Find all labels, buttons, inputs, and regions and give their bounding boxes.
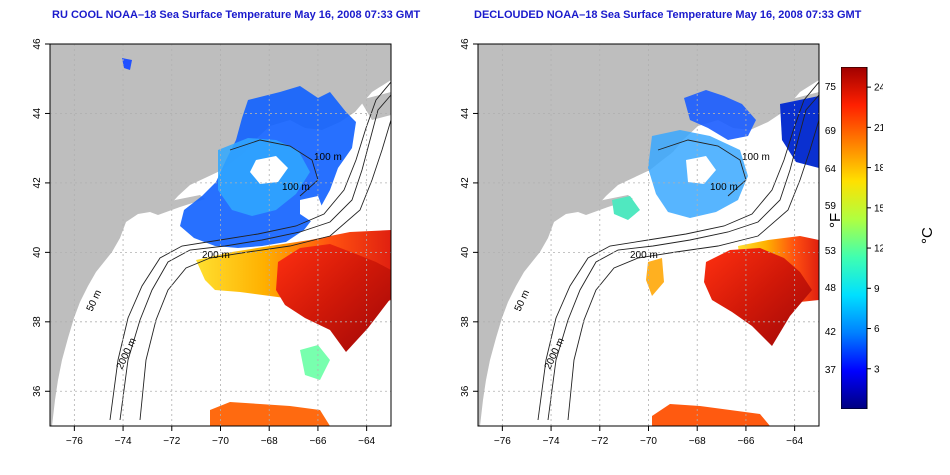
cloud-patch — [122, 58, 132, 70]
x-tick-label: −76 — [66, 436, 83, 447]
contour-label-200m: 200 m — [630, 250, 658, 261]
celsius-tick-label: 18 — [874, 163, 883, 174]
temperature-colorbar: 24 21 18 15 12 9 6 3 — [841, 67, 883, 409]
fahrenheit-tick-label: 53 — [824, 245, 836, 257]
y-tick-label: 44 — [32, 107, 43, 119]
contour-label-100m-a: 100 m — [314, 152, 342, 163]
celsius-label: °C — [919, 227, 936, 244]
y-tick-label: 42 — [460, 177, 471, 189]
x-tick-label: −64 — [358, 436, 375, 447]
x-tick-label: −74 — [115, 436, 132, 447]
contour-label-100m-b: 100 m — [282, 182, 310, 193]
left-map-panel: 100 m 100 m 200 m 50 m 2000 m −76 −74 −72−… — [32, 38, 392, 447]
x-tick-label: −70 — [212, 436, 229, 447]
warm-core-eddy — [276, 244, 391, 352]
fahrenheit-tick-label: 64 — [824, 163, 836, 175]
celsius-tick-label: 24 — [874, 83, 883, 94]
y-tick-label: 42 — [32, 177, 43, 189]
fahrenheit-tick-label: 59 — [824, 200, 836, 212]
fahrenheit-tick-label: 37 — [824, 364, 836, 376]
x-tick-label: −66 — [737, 436, 754, 447]
left-map-y-axis: 46 44 42 40 38 36 — [32, 38, 50, 397]
right-map-panel: 100 m 100 m 200 m 50 m 2000 m −76 −74 −72−… — [460, 38, 820, 447]
fahrenheit-tick-label: 75 — [824, 81, 836, 93]
celsius-tick-label: 9 — [874, 284, 880, 295]
fahrenheit-tick-label: 48 — [824, 282, 836, 294]
y-tick-label: 36 — [32, 385, 43, 397]
fahrenheit-label: °F — [827, 212, 844, 228]
north-america-landmass — [478, 44, 819, 426]
left-map-title: RU COOL NOAA–18 Sea Surface Temperature … — [52, 9, 421, 21]
nova-scotia — [360, 92, 391, 120]
y-tick-label: 40 — [460, 246, 471, 258]
fahrenheit-tick-label: 69 — [824, 126, 836, 138]
x-tick-label: −72 — [163, 436, 180, 447]
celsius-tick-label: 15 — [874, 203, 883, 214]
y-tick-label: 36 — [460, 385, 471, 397]
contour-label-100m-a: 100 m — [742, 152, 770, 163]
x-tick-label: −64 — [786, 436, 803, 447]
celsius-tick-label: 12 — [874, 244, 883, 255]
x-tick-label: −74 — [543, 436, 560, 447]
celsius-tick-label: 21 — [874, 123, 883, 134]
sst-warm-south — [652, 404, 770, 426]
sst-warm-south — [210, 402, 330, 426]
x-tick-label: −70 — [640, 436, 657, 447]
left-map-x-axis: −76 −74 −72 −70 −68 −66 −64 — [66, 426, 376, 447]
y-tick-label: 46 — [32, 38, 43, 50]
x-tick-label: −66 — [309, 436, 326, 447]
right-map-title: DECLOUDED NOAA–18 Sea Surface Temperatur… — [474, 9, 862, 21]
contour-label-200m: 200 m — [202, 250, 230, 261]
y-tick-label: 46 — [460, 38, 471, 50]
fahrenheit-tick-label: 42 — [824, 327, 836, 339]
long-island — [150, 195, 205, 215]
bathymetry-contours — [109, 81, 391, 421]
bathymetry-contours — [537, 81, 819, 421]
x-tick-label: −68 — [689, 436, 706, 447]
y-tick-label: 38 — [460, 316, 471, 328]
cloud-gap — [686, 156, 716, 184]
y-tick-label: 44 — [460, 107, 471, 119]
sst-cool-water — [684, 90, 756, 140]
sst-green-patch — [612, 196, 640, 220]
sst-warm-fragment — [646, 258, 664, 296]
sst-green-patch — [300, 345, 330, 380]
north-america-landmass — [50, 44, 391, 426]
y-tick-label: 38 — [32, 316, 43, 328]
right-map-y-axis: 46 44 42 40 38 36 — [460, 38, 478, 397]
colorbar-gradient — [841, 67, 868, 409]
x-tick-label: −72 — [591, 436, 608, 447]
right-map-x-axis: −76 −74 −72 −70 −68 −66 −64 — [494, 426, 804, 447]
x-tick-label: −76 — [494, 436, 511, 447]
celsius-tick-label: 3 — [874, 364, 880, 375]
x-tick-label: −68 — [261, 436, 278, 447]
celsius-tick-label: 6 — [874, 324, 880, 335]
sst-cool-water-east — [780, 96, 819, 168]
contour-label-100m-b: 100 m — [710, 182, 738, 193]
y-tick-label: 40 — [32, 246, 43, 258]
